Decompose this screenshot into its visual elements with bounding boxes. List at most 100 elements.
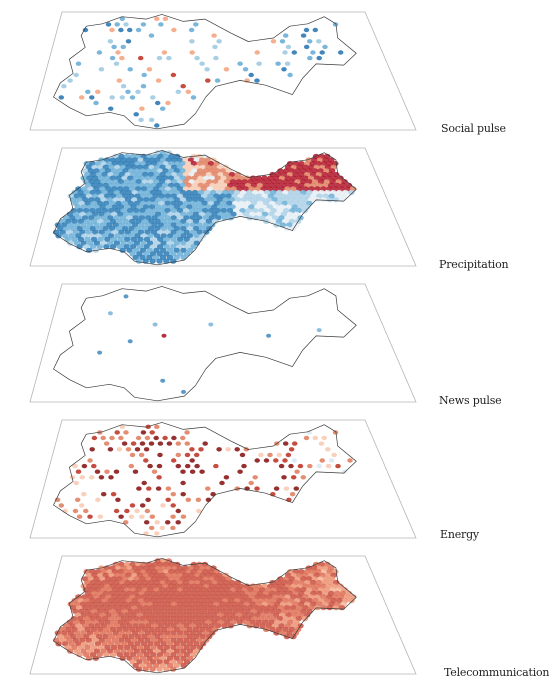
data-cell bbox=[130, 441, 137, 446]
data-cell bbox=[134, 508, 140, 514]
data-cell bbox=[190, 652, 197, 658]
data-cell bbox=[122, 520, 129, 525]
data-cell bbox=[194, 55, 200, 61]
data-cell bbox=[291, 458, 298, 463]
data-cell bbox=[93, 100, 99, 106]
data-cell bbox=[248, 72, 254, 78]
map-layer-telecommunications bbox=[29, 555, 417, 675]
data-cell bbox=[139, 441, 146, 446]
data-cell bbox=[165, 497, 171, 502]
data-cell bbox=[159, 254, 167, 261]
data-cell bbox=[103, 441, 110, 446]
data-cell bbox=[159, 525, 166, 531]
data-cell bbox=[278, 463, 285, 469]
data-cell bbox=[201, 200, 208, 206]
data-cell bbox=[225, 447, 231, 452]
data-cell bbox=[301, 208, 309, 214]
data-cell bbox=[163, 652, 170, 658]
data-cell bbox=[128, 463, 135, 469]
data-cell bbox=[205, 486, 211, 491]
data-cell bbox=[67, 78, 73, 83]
data-cell bbox=[150, 244, 157, 250]
data-cell bbox=[179, 168, 187, 174]
data-cell bbox=[175, 463, 182, 469]
data-cell bbox=[170, 644, 177, 651]
data-cell bbox=[153, 233, 161, 239]
data-cell bbox=[96, 244, 103, 250]
data-cell bbox=[170, 623, 177, 629]
data-cell bbox=[189, 447, 195, 452]
data-cell bbox=[109, 244, 117, 250]
data-cell bbox=[146, 648, 154, 654]
data-cell bbox=[241, 463, 247, 469]
data-cell bbox=[139, 106, 145, 111]
data-cell bbox=[284, 61, 291, 66]
data-cell bbox=[109, 95, 115, 100]
data-cell bbox=[348, 597, 355, 604]
data-cell bbox=[291, 441, 298, 446]
data-cell bbox=[258, 452, 264, 458]
data-cell bbox=[328, 458, 335, 463]
data-cell bbox=[161, 50, 168, 55]
data-cell bbox=[173, 655, 180, 661]
data-cell bbox=[135, 435, 142, 441]
data-cell bbox=[263, 458, 270, 463]
data-cell bbox=[175, 508, 182, 514]
data-cell bbox=[115, 50, 121, 55]
data-cell bbox=[163, 659, 170, 665]
data-cell bbox=[119, 16, 126, 21]
data-cell bbox=[140, 22, 147, 27]
data-cell bbox=[282, 33, 289, 38]
data-cell bbox=[153, 240, 161, 246]
data-cell bbox=[109, 652, 117, 658]
data-cell bbox=[288, 447, 295, 452]
data-cell bbox=[186, 240, 194, 246]
layer-label-energy: Energy bbox=[440, 528, 479, 541]
data-cell bbox=[269, 626, 276, 633]
data-cell bbox=[179, 576, 187, 582]
data-cell bbox=[127, 641, 135, 647]
layer-label-social-pulse: Social pulse bbox=[441, 122, 506, 135]
data-cell bbox=[166, 240, 174, 246]
data-cell bbox=[180, 469, 186, 474]
data-cell bbox=[157, 452, 163, 458]
data-cell bbox=[132, 247, 140, 253]
data-cell bbox=[160, 233, 167, 239]
data-cell bbox=[123, 430, 129, 435]
data-cell bbox=[142, 659, 150, 665]
data-cell bbox=[185, 497, 192, 502]
region-outline bbox=[53, 14, 357, 130]
data-cell bbox=[216, 447, 222, 452]
data-cell bbox=[184, 463, 191, 469]
data-cell bbox=[144, 435, 151, 441]
data-cell bbox=[130, 236, 138, 242]
data-cell bbox=[146, 247, 153, 253]
data-cell bbox=[212, 44, 218, 50]
data-cell bbox=[259, 215, 266, 221]
data-cell bbox=[199, 469, 205, 474]
data-cell bbox=[125, 39, 132, 44]
data-cell bbox=[113, 61, 120, 66]
data-cell bbox=[320, 197, 327, 203]
data-cell bbox=[204, 67, 210, 72]
data-cell bbox=[123, 236, 131, 242]
data-cell bbox=[125, 447, 132, 452]
data-cell bbox=[127, 339, 133, 344]
data-cell bbox=[98, 67, 105, 72]
data-cell bbox=[180, 233, 187, 239]
data-cell bbox=[196, 508, 202, 514]
data-cell bbox=[160, 648, 167, 654]
data-cell bbox=[137, 55, 144, 61]
data-cell bbox=[73, 72, 79, 78]
data-cell bbox=[156, 55, 163, 61]
data-cell bbox=[176, 652, 184, 658]
data-cell bbox=[150, 652, 157, 658]
data-cell bbox=[183, 244, 191, 250]
data-cell bbox=[143, 447, 150, 452]
data-cell bbox=[129, 503, 136, 508]
data-cell bbox=[176, 236, 184, 242]
data-cell bbox=[331, 452, 337, 458]
data-cell bbox=[326, 605, 333, 611]
data-cell bbox=[134, 447, 141, 452]
